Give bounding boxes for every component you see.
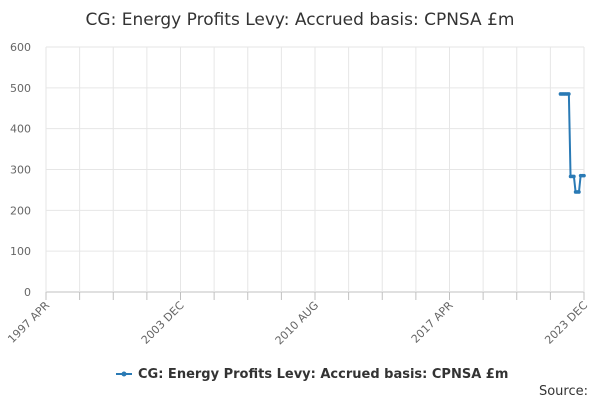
- data-point[interactable]: [582, 173, 586, 178]
- data-point[interactable]: [567, 92, 571, 96]
- grid: [45, 46, 585, 293]
- y-tick-label: 100: [10, 245, 31, 258]
- x-tick-label: 2023 DEC: [542, 299, 590, 347]
- data-point[interactable]: [572, 174, 576, 179]
- x-tick-label: 2017 APR: [409, 299, 456, 346]
- x-tick-label: 2003 DEC: [139, 299, 187, 347]
- x-tick-label: 1997 APR: [5, 299, 52, 346]
- y-tick-label: 200: [10, 204, 31, 217]
- y-tick-label: 400: [10, 123, 31, 136]
- source-label: Source:: [539, 384, 588, 399]
- y-tick-label: 600: [10, 41, 31, 54]
- legend[interactable]: CG: Energy Profits Levy: Accrued basis: …: [116, 367, 508, 382]
- legend-marker: [121, 371, 127, 377]
- x-axis: 1997 APR 2003 DEC 2010 AUG 2017 APR 2023 DEC: [5, 292, 590, 347]
- y-axis: 0 100 200 300 400 500 600: [10, 41, 31, 299]
- x-tick-label: 2010 AUG: [273, 299, 322, 348]
- y-tick-label: 0: [24, 286, 31, 299]
- y-tick-label: 500: [10, 82, 31, 95]
- chart-title: CG: Energy Profits Levy: Accrued basis: …: [86, 10, 515, 30]
- legend-label: CG: Energy Profits Levy: Accrued basis: …: [138, 367, 508, 382]
- y-tick-label: 300: [10, 164, 31, 177]
- data-point[interactable]: [577, 190, 581, 194]
- series-layer: [558, 92, 586, 194]
